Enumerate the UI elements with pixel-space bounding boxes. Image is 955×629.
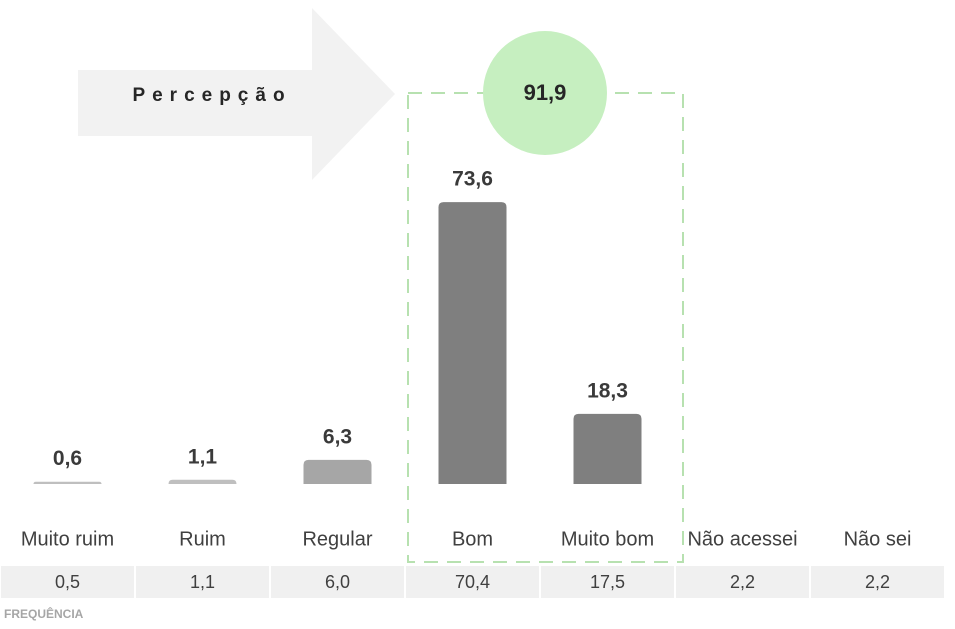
frequency-value: 0,5 <box>55 572 80 592</box>
frequency-value: 2,2 <box>730 572 755 592</box>
bar <box>33 481 102 484</box>
bar <box>168 479 237 484</box>
frequency-cell <box>676 566 809 598</box>
frequency-value: 1,1 <box>190 572 215 592</box>
frequency-cell <box>271 566 404 598</box>
x-tick-label: Bom <box>452 528 493 550</box>
frequency-value: 6,0 <box>325 572 350 592</box>
highlight-label: 91,9 <box>524 80 567 105</box>
frequency-cell <box>1 566 134 598</box>
x-tick-label: Não acessei <box>687 528 797 550</box>
frequency-cell <box>406 566 539 598</box>
bar <box>573 413 642 484</box>
value-label: 6,3 <box>323 425 352 448</box>
frequency-title: FREQUÊNCIA <box>4 606 84 621</box>
arrow <box>78 8 395 180</box>
value-label: 0,6 <box>53 447 82 470</box>
x-tick-label: Não sei <box>844 528 912 550</box>
value-label: 18,3 <box>587 379 628 402</box>
frequency-cell <box>541 566 674 598</box>
frequency-cell <box>811 566 944 598</box>
frequency-value: 70,4 <box>455 572 490 592</box>
x-tick-label: Regular <box>302 528 372 550</box>
x-tick-label: Muito ruim <box>21 528 114 550</box>
frequency-value: 2,2 <box>865 572 890 592</box>
bar <box>438 202 507 484</box>
arrow-label: Percepção <box>132 85 291 106</box>
frequency-cell <box>136 566 269 598</box>
value-label: 1,1 <box>188 445 218 468</box>
x-tick-label: Ruim <box>179 528 226 550</box>
highlight-box <box>407 92 684 563</box>
frequency-value: 17,5 <box>590 572 625 592</box>
highlight-circle <box>483 31 607 155</box>
x-tick-label: Muito bom <box>561 528 654 550</box>
bar <box>303 459 372 484</box>
value-label: 73,6 <box>452 168 493 191</box>
